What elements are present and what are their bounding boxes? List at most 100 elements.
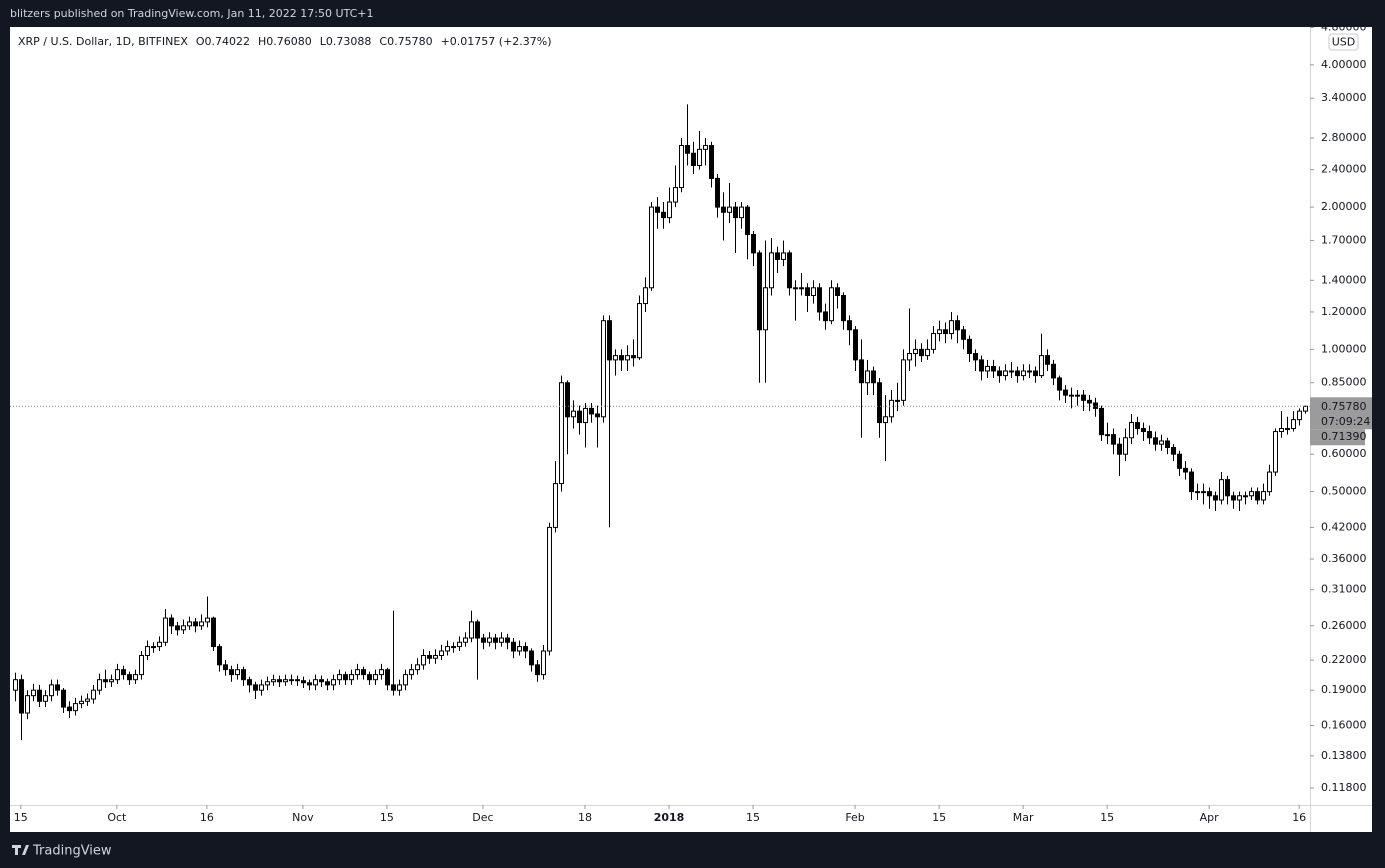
candle-body [337, 674, 342, 681]
candle-body [421, 655, 426, 666]
candle-body [367, 674, 372, 681]
candle-body [583, 407, 588, 424]
candle-body [967, 338, 972, 355]
candle-body [463, 637, 468, 643]
candle-body [109, 679, 114, 683]
x-tick-label: 16 [1292, 811, 1306, 824]
candle-body [625, 355, 630, 361]
legend: XRP / U.S. Dollar, 1D, BITFINEX O0.74022… [18, 35, 552, 48]
price-tag-box [1310, 429, 1365, 446]
candle-body [1255, 491, 1260, 501]
candle-body [667, 201, 672, 219]
candle-body [595, 413, 600, 418]
x-tick-label: 15 [380, 811, 394, 824]
candle-body [925, 348, 930, 357]
candle-body [817, 287, 822, 313]
candle-body [961, 329, 966, 340]
candle-body [793, 287, 798, 290]
candle-body [811, 287, 816, 297]
candle-body [757, 252, 762, 331]
candle-body [103, 679, 108, 683]
candle-body [253, 684, 258, 691]
candle-body [787, 252, 792, 289]
y-tick-label: 2.80000 [1321, 131, 1367, 144]
candle-body [469, 621, 474, 639]
currency-label[interactable]: USD [1332, 36, 1356, 49]
candle-body [889, 399, 894, 418]
candle-body [265, 681, 270, 686]
candle-body [883, 416, 888, 424]
x-tick-label: Oct [107, 811, 127, 824]
candle-body [1177, 453, 1182, 469]
x-tick-label: 15 [14, 811, 28, 824]
candle-body [415, 664, 420, 671]
candle-body [739, 206, 744, 219]
candle-body [331, 679, 336, 686]
candle-body [979, 359, 984, 372]
candle-body [193, 621, 198, 627]
candle-body [997, 370, 1002, 377]
candle-body [73, 703, 78, 712]
candle-body [295, 679, 300, 682]
candle-body [283, 679, 288, 683]
candle-body [709, 145, 714, 179]
candle-body [19, 679, 24, 714]
candle-body [139, 655, 144, 676]
candle-body [1219, 479, 1224, 501]
logo-mark [12, 845, 29, 855]
price-tag-label: 0.75780 [1321, 400, 1367, 413]
candle-body [1231, 495, 1236, 501]
candle-body [49, 684, 54, 697]
candle-body [703, 145, 708, 150]
candle-body [547, 526, 552, 652]
candle-body [673, 187, 678, 203]
candle-body [655, 206, 660, 213]
candle-body [865, 370, 870, 384]
candle-body [1201, 491, 1206, 494]
y-tick-label: 0.16000 [1321, 718, 1367, 731]
candle-body [1045, 355, 1050, 365]
candle-body [619, 355, 624, 361]
candle-body [319, 679, 324, 683]
candle-body [451, 646, 456, 649]
candle-body [217, 646, 222, 666]
candle-body [1207, 491, 1212, 497]
candle-body [1261, 491, 1266, 501]
currency-badge[interactable] [1328, 33, 1359, 51]
candle-body [661, 211, 666, 219]
candle-body [973, 353, 978, 361]
candle-body [1039, 355, 1044, 377]
price-tag-label: 07:09:24 [1321, 415, 1370, 428]
candle-body [847, 320, 852, 331]
candle-body [1147, 431, 1152, 439]
candle-body [1195, 491, 1200, 494]
candle-body [1159, 440, 1164, 445]
candle-body [511, 641, 516, 652]
candle-body [229, 669, 234, 676]
candle-body [1243, 495, 1248, 498]
candle-body [1027, 370, 1032, 373]
candle-body [577, 410, 582, 424]
candle-body [1285, 428, 1290, 431]
candle-body [385, 669, 390, 686]
candle-body [691, 152, 696, 166]
candle-body [805, 287, 810, 297]
candle-body [859, 359, 864, 384]
candle-body [901, 359, 906, 401]
candle-body [1111, 434, 1116, 445]
candle-body [121, 669, 126, 676]
candle-body [559, 382, 564, 485]
candle-body [589, 407, 594, 415]
candle-body [457, 641, 462, 648]
candle-body [205, 617, 210, 623]
candle-body [931, 333, 936, 350]
candle-body [1093, 402, 1098, 409]
candle-body [823, 311, 828, 322]
y-tick-label: 4.00000 [1321, 58, 1367, 71]
candle-body [523, 646, 528, 652]
candle-body [85, 698, 90, 702]
candle-body [919, 348, 924, 357]
candle-body [943, 329, 948, 335]
y-tick-label: 0.11800 [1321, 781, 1367, 794]
